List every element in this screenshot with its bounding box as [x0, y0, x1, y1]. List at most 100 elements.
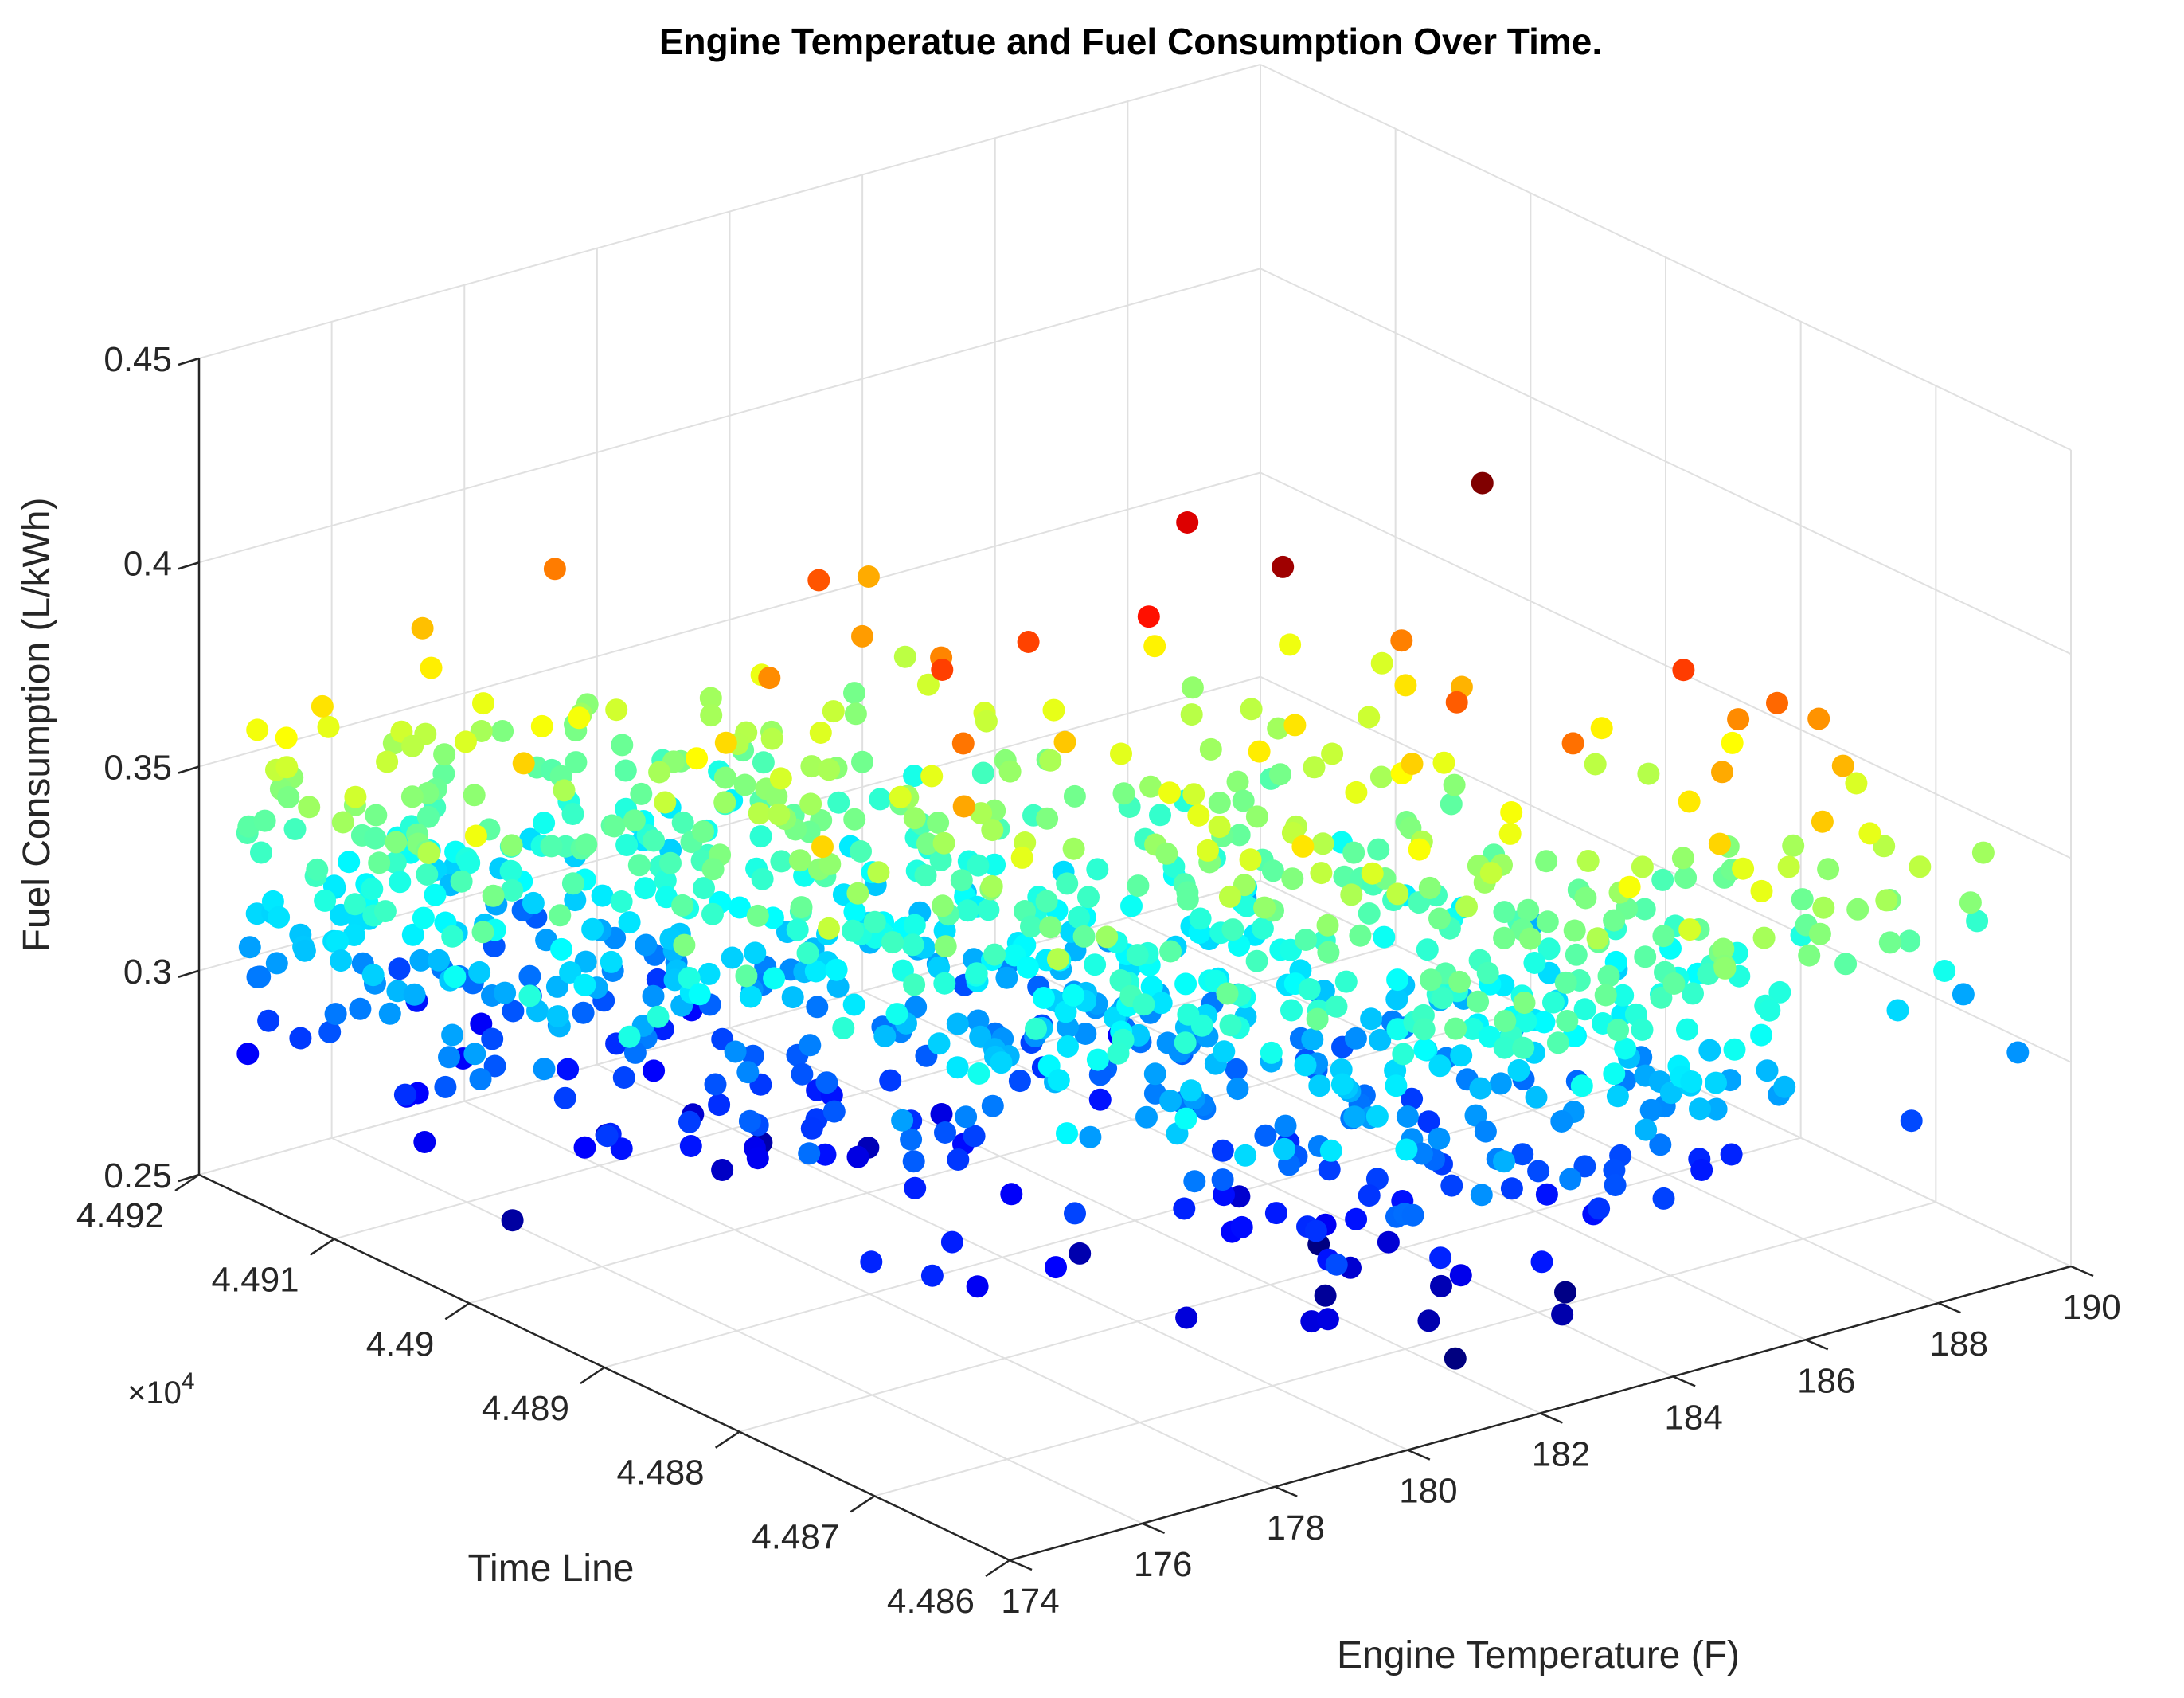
data-point — [679, 1135, 702, 1157]
x-tick-mark — [1142, 1522, 1166, 1535]
data-point — [275, 756, 299, 779]
data-point — [1069, 1242, 1092, 1265]
data-point — [967, 854, 990, 877]
data-point — [559, 961, 582, 984]
data-point — [1631, 1018, 1654, 1041]
data-point — [1150, 992, 1173, 1015]
data-point — [1344, 1027, 1367, 1050]
grid-line — [1260, 268, 2072, 655]
data-point — [1416, 938, 1439, 961]
data-point — [1239, 848, 1262, 871]
z-tick-label: 0.3 — [123, 953, 172, 992]
data-point — [1500, 1177, 1523, 1200]
data-point — [642, 984, 665, 1007]
data-point — [1260, 1041, 1283, 1064]
data-point — [1096, 925, 1119, 949]
data-point — [1561, 732, 1584, 755]
data-point — [1268, 763, 1291, 786]
data-point — [1672, 659, 1695, 682]
data-point — [1110, 742, 1132, 765]
data-point — [1036, 807, 1059, 830]
data-point — [1334, 970, 1358, 993]
data-point — [454, 730, 477, 753]
data-point — [1412, 1018, 1436, 1041]
data-point — [733, 773, 756, 796]
y-tick-label: 4.488 — [617, 1453, 705, 1493]
data-point — [1631, 855, 1654, 878]
data-point — [729, 896, 751, 919]
data-point — [1316, 1308, 1339, 1331]
data-point — [970, 802, 993, 825]
data-point — [318, 1020, 342, 1043]
data-point — [1330, 1073, 1354, 1096]
data-point — [1807, 707, 1830, 730]
data-point — [1264, 1202, 1287, 1225]
data-point — [573, 973, 596, 996]
data-point — [1149, 804, 1171, 827]
data-point — [1565, 943, 1588, 966]
data-point — [931, 894, 954, 917]
y-axis-label: Time Line — [468, 1547, 635, 1590]
data-point — [1120, 894, 1143, 917]
data-point — [1604, 1174, 1627, 1196]
data-point — [373, 900, 397, 923]
data-point — [1720, 1143, 1743, 1166]
x-tick-label: 180 — [1399, 1472, 1457, 1511]
data-point — [952, 795, 975, 818]
data-point — [903, 807, 926, 830]
data-point — [470, 720, 493, 742]
data-point — [1053, 730, 1076, 753]
data-point — [885, 1003, 908, 1026]
data-point — [618, 1025, 641, 1048]
data-point — [630, 782, 653, 805]
data-point — [956, 899, 979, 922]
data-point — [822, 700, 845, 723]
data-point — [376, 750, 399, 773]
data-point — [827, 791, 850, 814]
data-point — [746, 1147, 769, 1170]
data-point — [1614, 1037, 1637, 1060]
data-point — [713, 766, 736, 789]
data-point — [575, 833, 598, 856]
data-point — [1016, 956, 1039, 979]
data-point — [1537, 937, 1561, 961]
y-tick-label: 4.49 — [366, 1324, 435, 1363]
data-point — [673, 933, 696, 957]
data-point — [1159, 1090, 1182, 1113]
data-point — [1671, 847, 1694, 870]
data-point — [1554, 1281, 1576, 1304]
data-point — [701, 902, 724, 925]
data-point — [758, 667, 781, 690]
data-point — [1798, 944, 1821, 967]
data-point — [253, 809, 276, 832]
data-point — [1245, 805, 1268, 828]
data-point — [1056, 1122, 1078, 1145]
data-point — [1174, 1031, 1197, 1054]
data-point — [1440, 1174, 1463, 1197]
data-point — [946, 1012, 969, 1035]
data-point — [983, 853, 1006, 876]
data-point — [441, 925, 464, 948]
data-point — [1530, 1250, 1553, 1274]
data-point — [1721, 731, 1744, 754]
data-point — [1559, 1168, 1582, 1191]
data-point — [1886, 999, 1909, 1022]
data-point — [1498, 822, 1522, 845]
data-point — [1213, 1040, 1236, 1063]
data-point — [1431, 987, 1454, 1010]
data-point — [806, 996, 829, 1019]
data-point — [1662, 972, 1686, 995]
data-point — [1047, 1069, 1070, 1092]
data-point — [1649, 1133, 1672, 1156]
data-point — [565, 751, 588, 774]
data-point — [1652, 925, 1675, 948]
data-point — [1020, 915, 1042, 938]
data-point — [903, 765, 926, 788]
data-point — [368, 851, 391, 874]
data-point — [1448, 970, 1471, 993]
data-point — [933, 972, 956, 995]
data-point — [1039, 749, 1062, 772]
data-point — [1576, 850, 1600, 872]
data-point — [420, 656, 443, 679]
data-point — [1086, 858, 1109, 881]
